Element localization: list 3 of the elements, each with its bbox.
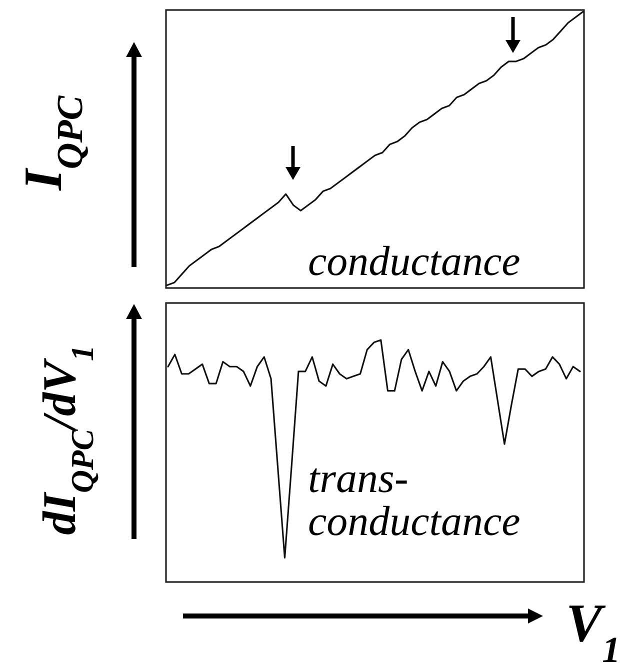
annotation: conductance bbox=[308, 239, 520, 285]
annotation: trans- conductance bbox=[308, 456, 520, 545]
x-axis-title: V$_{1}$ bbox=[566, 593, 620, 663]
